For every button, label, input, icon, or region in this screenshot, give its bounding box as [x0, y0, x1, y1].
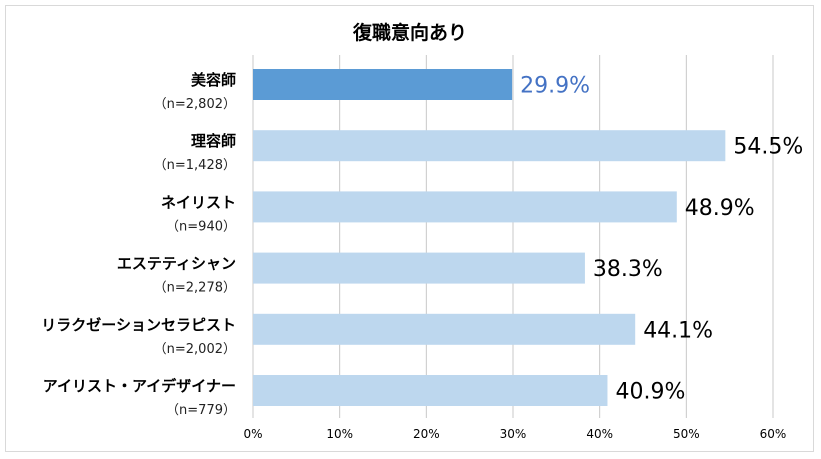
bar	[253, 313, 636, 345]
bar	[253, 375, 608, 406]
x-tick-label: 50%	[673, 427, 700, 441]
bar	[253, 252, 585, 284]
sample-size-label: （n=779）	[166, 403, 236, 418]
value-label: 44.1%	[643, 318, 713, 343]
value-label: 48.9%	[685, 196, 755, 221]
x-tick-label: 10%	[326, 427, 353, 441]
category-label: リラクゼーションセラピスト	[41, 316, 236, 334]
bar	[253, 69, 513, 100]
category-label: 美容師	[191, 71, 236, 89]
x-tick-label: 40%	[586, 427, 613, 441]
gridlines	[252, 55, 774, 418]
value-label: 40.9%	[615, 380, 685, 405]
sample-size-label: （n=2,278）	[154, 281, 236, 296]
category-labels: 美容師 （n=2,802） 理容師 （n=1,428） ネイリスト （n=940） エステテ…	[41, 71, 236, 418]
x-axis-ticks: 0% 10% 20% 30% 40% 50% 60%	[243, 427, 786, 441]
x-tick-label: 20%	[413, 427, 440, 441]
value-label: 54.5%	[733, 135, 803, 160]
x-tick-label: 30%	[500, 427, 527, 441]
sample-size-label: （n=2,002）	[154, 342, 236, 357]
sample-size-label: （n=1,428）	[154, 158, 236, 173]
category-label: ネイリスト	[161, 193, 236, 211]
sample-size-label: （n=940）	[166, 219, 236, 234]
bar	[253, 191, 677, 223]
bar	[253, 130, 726, 162]
category-label: 理容師	[191, 132, 236, 150]
category-label: アイリスト・アイデザイナー	[43, 377, 236, 395]
x-tick-label: 60%	[760, 427, 787, 441]
value-label: 38.3%	[593, 257, 663, 282]
value-label: 29.9%	[520, 74, 590, 99]
bars: 29.9% 54.5% 48.9% 38.3% 44.1% 40.9%	[253, 69, 803, 406]
chart-title: 復職意向あり	[352, 21, 467, 44]
x-tick-label: 0%	[243, 427, 262, 441]
sample-size-label: （n=2,802）	[154, 97, 236, 112]
category-label: エステティシャン	[117, 255, 236, 273]
